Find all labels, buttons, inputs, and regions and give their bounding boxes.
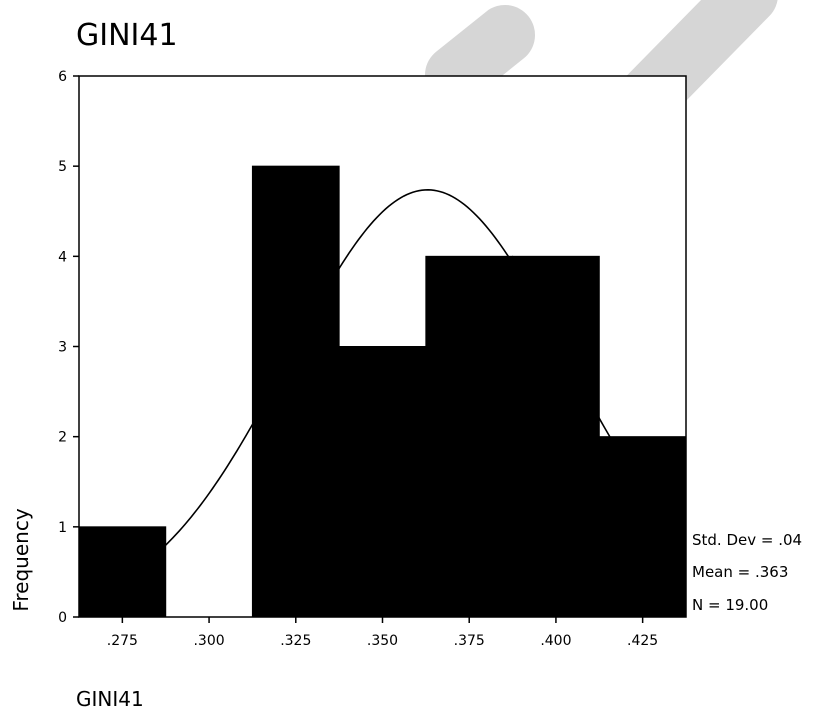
x-axis: .275 .300 .325 .350 .375 .400 .425 bbox=[107, 617, 658, 649]
y-axis-label: Frequency bbox=[9, 508, 33, 611]
histogram-bar bbox=[78, 526, 167, 618]
y-axis: 0 1 2 3 4 5 6 bbox=[58, 69, 79, 626]
x-tick-label: .400 bbox=[540, 633, 571, 649]
histogram-bar bbox=[512, 255, 600, 618]
x-tick-label: .275 bbox=[107, 633, 138, 649]
decorative-stroke bbox=[425, 5, 535, 105]
y-tick-label: 6 bbox=[58, 69, 67, 85]
x-axis-label: GINI41 bbox=[76, 687, 144, 711]
y-tick-label: 2 bbox=[58, 430, 67, 446]
y-tick-label: 4 bbox=[58, 249, 67, 265]
histogram-bar bbox=[338, 346, 427, 618]
y-tick-label: 5 bbox=[58, 159, 67, 175]
bars-group bbox=[78, 165, 687, 618]
x-tick-label: .325 bbox=[280, 633, 311, 649]
y-tick-label: 0 bbox=[58, 610, 67, 626]
histogram-bar bbox=[425, 255, 514, 618]
chart-title: GINI41 bbox=[76, 18, 178, 53]
x-tick-label: .300 bbox=[193, 633, 224, 649]
normal-curve bbox=[78, 189, 687, 600]
histogram-bar bbox=[251, 165, 340, 618]
stat-n: N = 19.00 bbox=[692, 596, 768, 614]
y-tick-label: 3 bbox=[58, 340, 67, 356]
x-tick-label: .375 bbox=[454, 633, 485, 649]
x-tick-label: .425 bbox=[627, 633, 658, 649]
stat-mean: Mean = .363 bbox=[692, 563, 788, 581]
y-tick-label: 1 bbox=[58, 520, 67, 536]
x-tick-label: .350 bbox=[367, 633, 398, 649]
stat-std-dev: Std. Dev = .04 bbox=[692, 531, 802, 549]
normal-curve-group bbox=[78, 189, 687, 600]
